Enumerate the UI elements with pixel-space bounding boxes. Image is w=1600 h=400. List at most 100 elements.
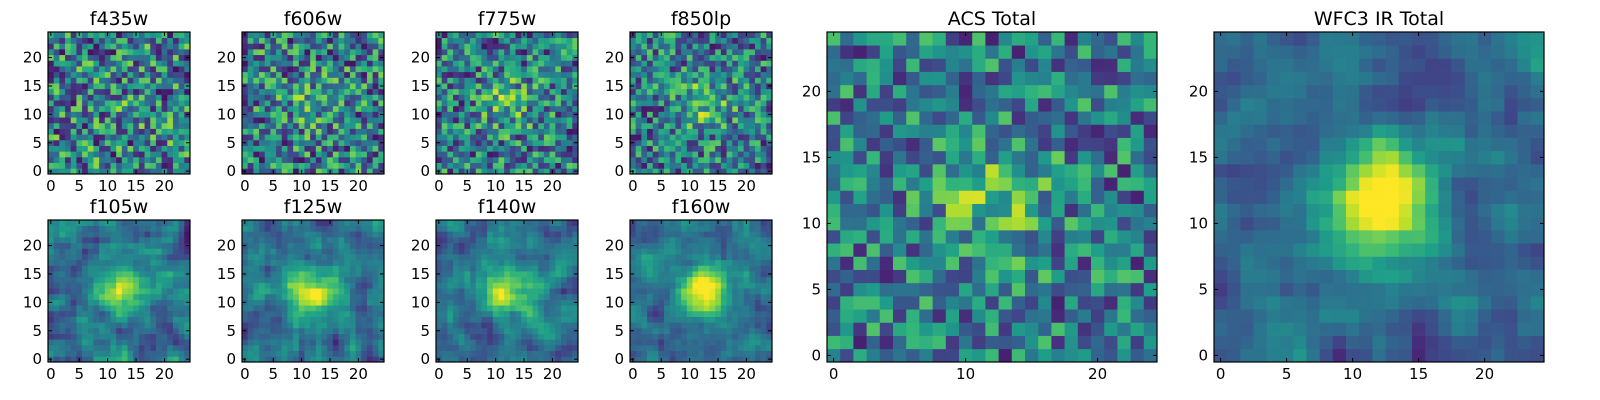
heatmap-cell [48,43,55,50]
heatmap-cell [116,265,123,272]
heatmap-cell [93,105,100,112]
heatmap-cell [48,66,55,73]
heatmap-cell [566,248,573,255]
heatmap-cell [555,111,562,118]
heatmap-cell [361,122,368,129]
heatmap-cell [144,344,151,351]
heatmap-cell [635,94,642,101]
heatmap-cell [155,305,162,312]
heatmap-cell [675,43,682,50]
heatmap-cell [82,254,89,261]
heatmap-cell [458,356,465,363]
heatmap-cell [378,60,385,67]
heatmap-cell [720,151,727,158]
heatmap-cell [703,66,710,73]
heatmap-cell [332,162,339,169]
heatmap-cell [349,276,356,283]
heatmap-cell [720,37,727,44]
heatmap-cell [543,94,550,101]
heatmap-cell [669,71,676,78]
heatmap-cell [150,344,157,351]
heatmap-cell [327,122,334,129]
heatmap-cell [281,265,288,272]
heatmap-cell [447,231,454,238]
heatmap-cell [349,32,356,39]
x-tick-label: 0 [240,365,250,383]
heatmap-cell [475,344,482,351]
heatmap-cell [48,276,55,283]
heatmap-cell [253,88,260,95]
heatmap-cell [59,105,66,112]
heatmap-cell [264,32,271,39]
heatmap-cell [692,145,699,152]
heatmap-cell [76,43,83,50]
heatmap-cell [453,293,460,300]
heatmap-cell [133,122,140,129]
heatmap-cell [458,265,465,272]
heatmap-cell [555,54,562,61]
heatmap-cell [338,60,345,67]
heatmap-cell [70,299,77,306]
heatmap-cell [532,66,539,73]
heatmap-cell [686,43,693,50]
heatmap-cell [355,60,362,67]
heatmap-cell [754,66,761,73]
heatmap-cell [560,220,567,227]
heatmap-cell [48,265,55,272]
heatmap-cell [304,100,311,107]
heatmap-cell [172,145,179,152]
heatmap-cell [475,43,482,50]
heatmap-cell [441,254,448,261]
heatmap-cell [53,327,60,334]
heatmap-cell [287,122,294,129]
heatmap-cell [93,356,100,363]
heatmap-cell [436,225,443,232]
heatmap-cell [184,265,191,272]
heatmap-cell [172,134,179,141]
heatmap-cell [167,305,174,312]
heatmap-cell [521,94,528,101]
heatmap-cell [59,344,66,351]
heatmap-cell [726,66,733,73]
heatmap-cell [555,37,562,44]
heatmap-cell [53,339,60,346]
heatmap-cell [715,156,722,163]
heatmap-cell [566,168,573,175]
heatmap-cell [675,151,682,158]
heatmap-cell [464,225,471,232]
heatmap-cell [287,60,294,67]
heatmap-cell [509,168,516,175]
heatmap-cell [332,350,339,357]
heatmap-cell [366,339,373,346]
heatmap-cell [293,254,300,261]
heatmap-cell [304,54,311,61]
heatmap-cell [76,128,83,135]
heatmap-cell [104,60,111,67]
heatmap-cell [538,344,545,351]
heatmap-cell [53,248,60,255]
heatmap-cell [281,259,288,266]
heatmap-cell [760,344,767,351]
heatmap-cell [178,276,185,283]
heatmap-cell [572,276,579,283]
heatmap-cell [121,88,128,95]
heatmap-cell [127,162,134,169]
heatmap-cell [532,134,539,141]
heatmap-cell [270,259,277,266]
heatmap-cell [543,299,550,306]
heatmap-cell [355,49,362,56]
heatmap-cell [754,356,761,363]
heatmap-cell [669,288,676,295]
heatmap-cell [287,237,294,244]
heatmap-cell [737,299,744,306]
heatmap-cell [259,265,266,272]
heatmap-cell [253,254,260,261]
heatmap-cell [378,156,385,163]
heatmap-cell [298,60,305,67]
heatmap-cell [737,151,744,158]
heatmap-cell [372,156,379,163]
heatmap-cell [138,156,145,163]
heatmap-cell [65,66,72,73]
heatmap-cell [515,54,522,61]
heatmap-cell [475,111,482,118]
